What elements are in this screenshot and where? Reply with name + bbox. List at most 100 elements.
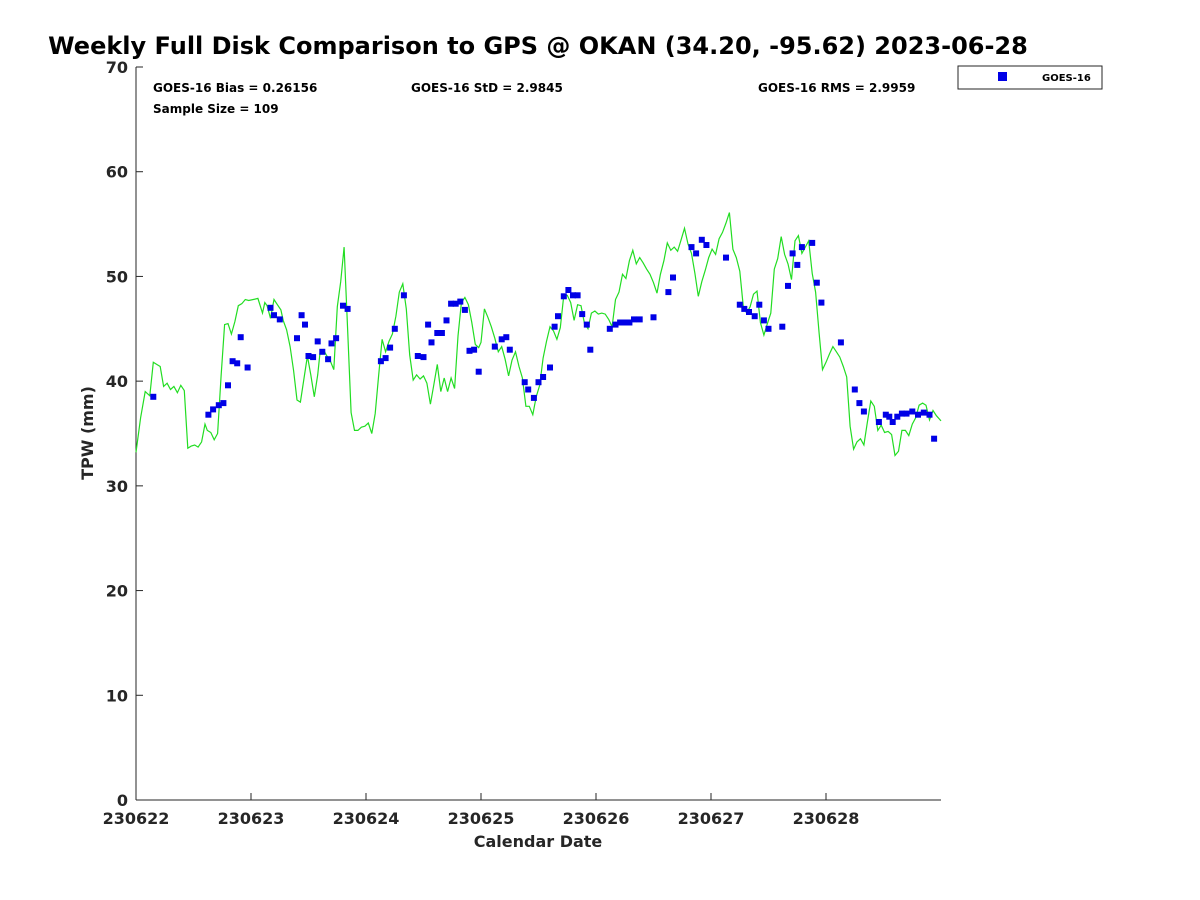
goes-16-point [650, 314, 657, 321]
series-layer [135, 212, 942, 457]
goes-16-point [276, 316, 283, 323]
goes-16-point [420, 354, 427, 361]
goes-16-point [298, 312, 305, 319]
goes-16-point [325, 356, 332, 363]
goes-16-point [698, 236, 705, 243]
goes-16-point [798, 244, 805, 251]
goes-16-point [813, 279, 820, 286]
y-tick-label: 20 [106, 582, 128, 601]
goes-16-point [244, 364, 251, 371]
goes-16-point [414, 353, 421, 359]
goes-16-point [551, 323, 558, 330]
goes-16-point [723, 254, 729, 261]
goes-16-point [466, 347, 473, 354]
goes-16-point [760, 317, 767, 324]
x-tick-label: 230624 [333, 809, 400, 828]
x-tick-label: 230628 [793, 809, 860, 828]
goes-16-point [794, 261, 801, 268]
goes-16-point [693, 250, 700, 257]
x-tick-label: 230626 [563, 809, 630, 828]
y-tick-label: 60 [106, 163, 128, 182]
goes-16-point [920, 409, 927, 416]
goes-16-point [530, 394, 537, 401]
goes-16-point [540, 374, 547, 380]
goes-16-point [428, 339, 435, 346]
goes-16-point [328, 340, 335, 347]
goes-16-point [229, 358, 236, 365]
y-tick-label: 70 [106, 58, 128, 77]
goes-16-point [926, 411, 933, 418]
goes-16-point [860, 408, 867, 415]
y-axis-label: TPW (mm) [78, 386, 97, 480]
goes-16-point [457, 298, 464, 305]
x-tick-label: 230627 [678, 809, 745, 828]
goes-16-point [314, 338, 321, 345]
goes-16-point [319, 348, 326, 355]
goes-16-point [606, 325, 613, 332]
goes-16-point [779, 323, 786, 330]
goes-16-point [310, 354, 317, 361]
goes-16-point [574, 292, 581, 299]
goes-16-point [617, 319, 624, 326]
goes-16-point [438, 330, 445, 336]
goes-16-point [903, 410, 910, 417]
goes-16-point [461, 306, 468, 313]
goes-16-point [205, 411, 212, 418]
goes-16-point [391, 325, 398, 332]
goes-16-point [889, 419, 896, 425]
goes-16-point [818, 299, 825, 306]
goes-16-point [837, 339, 844, 346]
goes-16-point [434, 330, 441, 336]
x-axis-label: Calendar Date [474, 832, 603, 851]
stat-bias: GOES-16 Bias = 0.26156 [153, 81, 317, 95]
goes-16-point [579, 311, 586, 318]
goes-16-point [448, 300, 455, 307]
goes-16-point [765, 325, 772, 332]
stat-sample-size: Sample Size = 109 [153, 102, 279, 116]
stat-std: GOES-16 StD = 2.9845 [411, 81, 563, 95]
goes-16-point [555, 313, 561, 320]
goes-16-point [305, 353, 312, 359]
goes-16-point [340, 302, 346, 309]
goes-16-point [560, 293, 567, 300]
goes-16-point [809, 239, 816, 246]
goes-16-point [741, 305, 748, 312]
goes-16-point [498, 336, 505, 343]
goes-16-point [882, 411, 889, 418]
goes-16-point [736, 301, 743, 308]
plot-axes [135, 67, 941, 801]
goes-16-point [612, 321, 619, 328]
axis-ticks: 230622 230623 230624 230625 230626 230627 2306… [103, 58, 860, 828]
goes-16-point [789, 250, 796, 257]
goes-16-point [225, 382, 231, 389]
goes-16-point [703, 242, 710, 248]
chart-title: Weekly Full Disk Comparison to GPS @ OKA… [48, 32, 1028, 60]
legend-marker-goes-16 [998, 72, 1007, 81]
goes-16-point [377, 358, 384, 365]
goes-16-point [931, 435, 938, 442]
goes-16-point [535, 379, 542, 386]
legend-box [957, 65, 1103, 90]
goes-16-point [915, 411, 921, 418]
goes-16-point [302, 321, 308, 328]
goes-16-point [886, 413, 893, 420]
goes-16-point [220, 400, 227, 407]
goes-16-point [452, 300, 459, 307]
goes-16-point [387, 344, 394, 351]
x-tick-label: 230622 [103, 809, 170, 828]
goes-16-point [621, 319, 628, 326]
goes-16-point [583, 321, 590, 328]
y-tick-label: 40 [106, 372, 128, 391]
goes-16-point [856, 400, 863, 407]
goes-16-point [909, 408, 916, 415]
y-tick-label: 30 [106, 477, 128, 496]
goes-16-point [636, 316, 643, 323]
y-tick-label: 0 [117, 791, 128, 810]
goes-16-point [333, 335, 340, 342]
goes-16-point [570, 292, 576, 299]
x-tick-label: 230623 [218, 809, 285, 828]
goes-16-point [234, 360, 241, 367]
goes-16-point [746, 309, 752, 315]
legend-label-goes-16: GOES-16 [1042, 73, 1091, 84]
gps-series-line [135, 212, 942, 457]
